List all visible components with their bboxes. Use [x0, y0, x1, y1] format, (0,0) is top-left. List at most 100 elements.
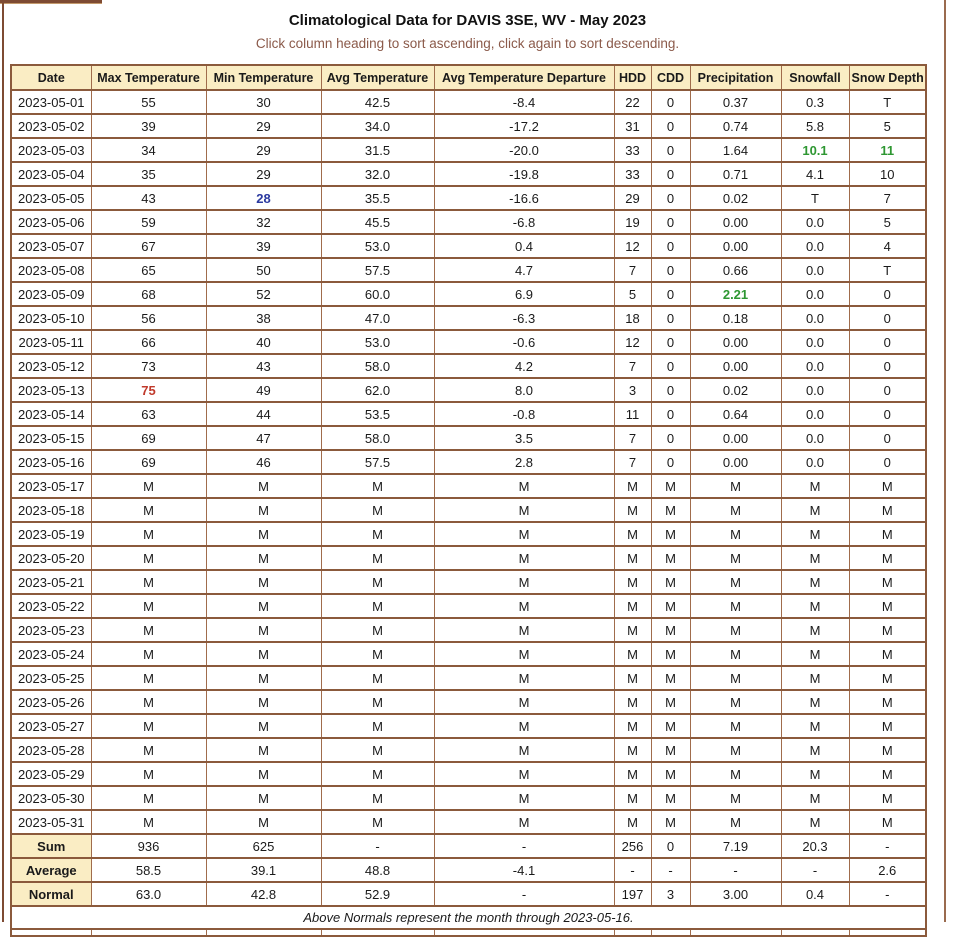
column-header-precipitation[interactable]: Precipitation	[689, 64, 782, 91]
value-cell: 0	[848, 329, 927, 355]
value-cell: 30	[205, 89, 322, 115]
summary-label: Sum	[10, 833, 92, 859]
value-cell: M	[205, 761, 322, 787]
value-cell: M	[433, 473, 615, 499]
column-header-avg-temperature[interactable]: Avg Temperature	[320, 64, 435, 91]
value-cell: -0.6	[433, 329, 615, 355]
value-cell: 7	[613, 425, 652, 451]
value-cell: M	[650, 785, 691, 811]
summary-value-cell: -	[780, 857, 850, 883]
value-cell: 0.00	[689, 233, 782, 259]
date-cell: 2023-05-14	[10, 401, 92, 427]
value-cell: 12	[613, 329, 652, 355]
value-cell: 0.00	[689, 449, 782, 475]
value-cell: M	[90, 617, 207, 643]
date-cell: 2023-05-27	[10, 713, 92, 739]
value-cell: 43	[90, 185, 207, 211]
value-cell: 65	[90, 257, 207, 283]
value-cell: M	[205, 689, 322, 715]
value-cell: M	[780, 689, 850, 715]
table-row: 2023-05-15 69 47 58.0 3.5 7 0 0.00 0.0 0	[10, 425, 927, 451]
value-cell: 0.00	[689, 329, 782, 355]
table-row: 2023-05-13 75 49 62.0 8.0 3 0 0.02 0.0 0	[10, 377, 927, 403]
window-right-edge	[944, 0, 946, 922]
value-cell: 0	[650, 209, 691, 235]
value-cell: M	[90, 737, 207, 763]
table-row: 2023-05-01 55 30 42.5 -8.4 22 0 0.37 0.3 T	[10, 89, 927, 115]
value-cell: 0.0	[780, 281, 850, 307]
column-header-snow-depth[interactable]: Snow Depth	[848, 64, 927, 91]
date-cell: 2023-05-11	[10, 329, 92, 355]
value-cell: 2.8	[433, 449, 615, 475]
value-cell: M	[433, 665, 615, 691]
summary-value-cell: -	[650, 857, 691, 883]
value-cell: 53.0	[320, 329, 435, 355]
value-cell: 0.0	[780, 449, 850, 475]
value-cell: M	[90, 569, 207, 595]
value-cell: 4.1	[780, 161, 850, 187]
value-cell: 42.5	[320, 89, 435, 115]
value-cell: M	[780, 737, 850, 763]
value-cell: M	[433, 761, 615, 787]
column-header-date[interactable]: Date	[10, 64, 92, 91]
value-cell: M	[848, 617, 927, 643]
value-cell: M	[650, 569, 691, 595]
table-row: 2023-05-23 M M M M M M M M M	[10, 617, 927, 643]
value-cell: M	[90, 641, 207, 667]
value-cell: M	[613, 665, 652, 691]
table-row: 2023-05-25 M M M M M M M M M	[10, 665, 927, 691]
header-row: Date Max Temperature Min Temperature Avg Te…	[10, 64, 927, 91]
value-cell: 18	[613, 305, 652, 331]
table-row: 2023-05-10 56 38 47.0 -6.3 18 0 0.18 0.0 0	[10, 305, 927, 331]
value-cell: M	[433, 617, 615, 643]
value-cell: M	[848, 665, 927, 691]
column-header-snowfall[interactable]: Snowfall	[780, 64, 850, 91]
value-cell: T	[848, 89, 927, 115]
value-cell: M	[433, 809, 615, 835]
value-cell: 10.1	[780, 137, 850, 163]
value-cell: 34.0	[320, 113, 435, 139]
value-cell: M	[848, 737, 927, 763]
date-cell: 2023-05-02	[10, 113, 92, 139]
value-cell: 0.18	[689, 305, 782, 331]
summary-value-cell: -	[433, 881, 615, 907]
value-cell: M	[650, 713, 691, 739]
value-cell: 55	[90, 89, 207, 115]
value-cell: 29	[613, 185, 652, 211]
value-cell: 69	[90, 425, 207, 451]
summary-value-cell: 39.1	[205, 857, 322, 883]
value-cell: 22	[613, 89, 652, 115]
value-cell: M	[780, 497, 850, 523]
value-cell: M	[650, 809, 691, 835]
value-cell: 0.00	[689, 209, 782, 235]
value-cell: 2.21	[689, 281, 782, 307]
column-header-hdd[interactable]: HDD	[613, 64, 652, 91]
date-cell: 2023-05-08	[10, 257, 92, 283]
value-cell: M	[650, 665, 691, 691]
value-cell: 0.0	[780, 329, 850, 355]
column-header-min-temperature[interactable]: Min Temperature	[205, 64, 322, 91]
value-cell: -8.4	[433, 89, 615, 115]
value-cell: 8.0	[433, 377, 615, 403]
value-cell: M	[205, 569, 322, 595]
value-cell: M	[320, 689, 435, 715]
value-cell: M	[689, 617, 782, 643]
summary-value-cell: -	[848, 881, 927, 907]
table-row: 2023-05-14 63 44 53.5 -0.8 11 0 0.64 0.0 0	[10, 401, 927, 427]
value-cell: 0	[650, 377, 691, 403]
value-cell: M	[205, 785, 322, 811]
value-cell: M	[320, 761, 435, 787]
value-cell: 0.0	[780, 305, 850, 331]
footnote-row: Above Normals represent the month throug…	[10, 905, 927, 930]
date-cell: 2023-05-10	[10, 305, 92, 331]
column-header-max-temperature[interactable]: Max Temperature	[90, 64, 207, 91]
value-cell: M	[90, 809, 207, 835]
value-cell: M	[689, 665, 782, 691]
column-header-avg-temperature-departure[interactable]: Avg Temperature Departure	[433, 64, 615, 91]
value-cell: T	[848, 257, 927, 283]
value-cell: 56	[90, 305, 207, 331]
value-cell: M	[433, 785, 615, 811]
value-cell: 49	[205, 377, 322, 403]
value-cell: 0	[848, 449, 927, 475]
column-header-cdd[interactable]: CDD	[650, 64, 691, 91]
